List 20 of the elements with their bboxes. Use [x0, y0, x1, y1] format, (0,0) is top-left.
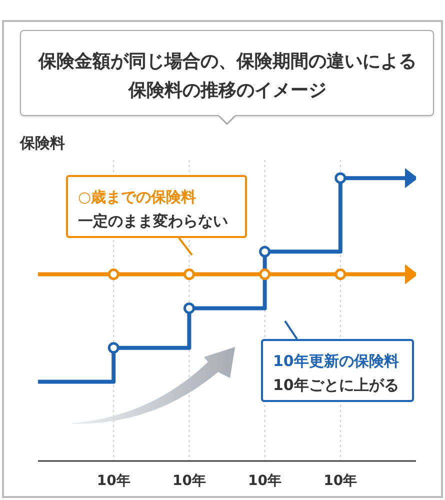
annotation: 10年ごとに上がる [273, 375, 399, 395]
point [183, 302, 195, 314]
callout-box: ○歳までの保険料 一定のまま変わらない [66, 175, 247, 238]
y-axis-title: 保険料 [20, 134, 65, 152]
x-tick-label: 10年 [96, 472, 130, 489]
point [108, 342, 120, 354]
point [259, 268, 271, 280]
point [108, 268, 120, 280]
chart-title: 保険金額が同じ場合の、保険期間の違いによる保険料の推移のイメージ [37, 50, 418, 103]
legend-label: 10年更新の保険料 [273, 351, 399, 371]
point [259, 246, 271, 258]
point [183, 268, 195, 280]
annotation: 一定のまま変わらない [78, 211, 228, 231]
point [334, 172, 346, 184]
title-box: 保険金額が同じ場合の、保険期間の違いによる保険料の推移のイメージ [20, 30, 434, 116]
x-tick-label: 10年 [324, 472, 358, 489]
callout-box: 10年更新の保険料 10年ごとに上がる [261, 339, 414, 402]
x-tick-label: 10年 [172, 472, 206, 489]
point [334, 268, 346, 280]
x-tick-label: 10年 [248, 472, 282, 489]
